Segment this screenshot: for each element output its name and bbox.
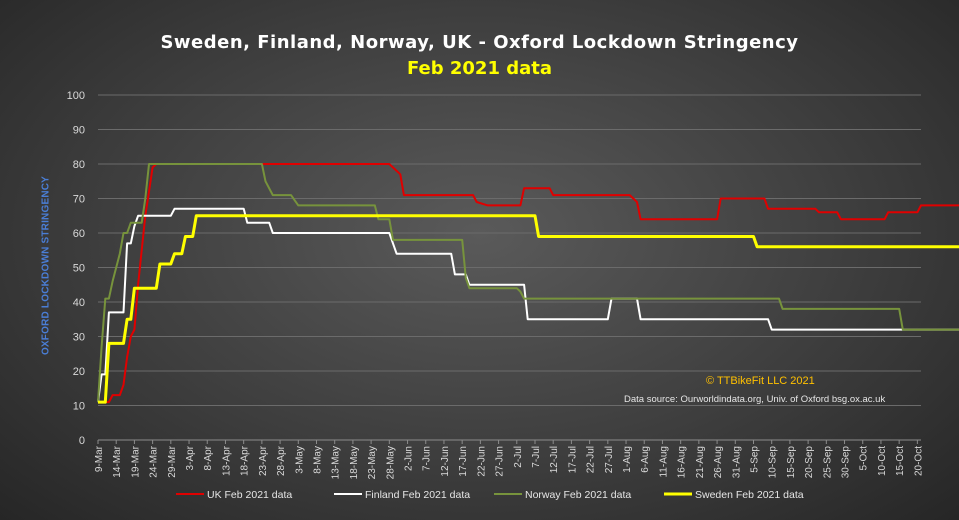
y-tick-label: 80 <box>73 159 85 171</box>
series-line-finland <box>97 207 959 403</box>
x-tick-label: 15-Sep <box>786 446 797 479</box>
x-tick-label: 3-May <box>294 446 305 474</box>
x-tick-label: 23-Apr <box>258 445 269 476</box>
x-tick-label: 15-Oct <box>895 446 906 476</box>
y-tick-label: 20 <box>73 366 85 378</box>
credit-text: © TTBikeFit LLC 2021 <box>706 375 815 387</box>
x-tick-label: 7-Jul <box>531 446 542 468</box>
y-tick-label: 100 <box>67 90 85 102</box>
legend-label: Finland Feb 2021 data <box>365 489 470 501</box>
legend: UK Feb 2021 data Finland Feb 2021 data Nor… <box>176 489 804 501</box>
x-tick-label: 20-Oct <box>913 446 924 476</box>
x-tick-label: 28-Apr <box>276 445 287 476</box>
x-tick-label: 3-Apr <box>185 445 196 470</box>
x-tick-label: 13-Apr <box>221 445 232 476</box>
x-tick-label: 5-Sep <box>749 446 760 473</box>
x-tick-label: 26-Aug <box>713 446 724 478</box>
x-tick-label: 28-May <box>385 446 396 479</box>
series-lines <box>97 163 959 404</box>
x-tick-label: 20-Sep <box>804 446 815 479</box>
x-tick-label: 14-Mar <box>112 445 123 477</box>
x-tick-label: 10-Sep <box>768 446 779 479</box>
x-tick-label: 23-May <box>367 446 378 479</box>
x-tick-label: 6-Aug <box>640 446 651 473</box>
x-tick-label: 17-Jun <box>458 446 469 477</box>
y-axis-ticks: 0 10 20 30 40 50 60 70 80 90 100 <box>67 90 85 447</box>
x-tick-label: 12-Jun <box>440 446 451 477</box>
chart-subtitle: Feb 2021 data <box>406 58 553 79</box>
y-tick-label: 0 <box>79 435 85 447</box>
x-tick-label: 8-May <box>312 446 323 474</box>
series-line-sweden <box>98 214 959 404</box>
y-tick-label: 70 <box>73 194 85 206</box>
legend-label: Norway Feb 2021 data <box>525 489 631 501</box>
chart-title: Sweden, Finland, Norway, UK - Oxford Loc… <box>160 32 799 53</box>
x-tick-label: 22-Jul <box>586 446 597 473</box>
x-tick-label: 17-Jul <box>567 446 578 473</box>
x-tick-label: 1-Aug <box>622 446 633 473</box>
x-tick-label: 31-Aug <box>731 446 742 478</box>
x-tick-label: 27-Jul <box>604 446 615 473</box>
x-axis-ticks: 9-Mar 14-Mar 19-Mar 24-Mar 29-Mar 3-Apr 8-Apr 1… <box>94 440 924 479</box>
x-tick-label: 16-Aug <box>677 446 688 478</box>
legend-label: UK Feb 2021 data <box>207 489 292 501</box>
x-tick-label: 13-May <box>331 446 342 479</box>
x-tick-label: 25-Sep <box>822 446 833 479</box>
x-tick-label: 5-Oct <box>859 446 870 471</box>
x-tick-label: 29-Mar <box>167 445 178 477</box>
x-tick-label: 19-Mar <box>130 445 141 477</box>
x-tick-label: 18-May <box>349 446 360 479</box>
x-tick-label: 24-Mar <box>149 445 160 477</box>
grid-lines <box>98 94 921 441</box>
x-tick-label: 2-Jul <box>513 446 524 468</box>
legend-label: Sweden Feb 2021 data <box>695 489 804 501</box>
x-tick-label: 2-Jun <box>404 446 415 471</box>
x-tick-label: 12-Jul <box>549 446 560 473</box>
x-tick-label: 9-Mar <box>94 445 105 472</box>
series-line-norway <box>97 163 959 403</box>
y-tick-label: 90 <box>73 125 85 137</box>
x-tick-label: 27-Jun <box>495 446 506 477</box>
source-text: Data source: Ourworldindata.org, Univ. o… <box>624 394 886 405</box>
x-tick-label: 8-Apr <box>203 445 214 470</box>
y-tick-label: 10 <box>73 401 85 413</box>
x-tick-label: 18-Apr <box>240 445 251 476</box>
series-line-uk <box>98 163 959 404</box>
y-tick-label: 40 <box>73 297 85 309</box>
x-tick-label: 11-Aug <box>658 446 669 478</box>
x-tick-label: 30-Sep <box>841 446 852 479</box>
x-tick-label: 21-Aug <box>695 446 706 478</box>
y-tick-label: 50 <box>73 263 85 275</box>
y-tick-label: 60 <box>73 228 85 240</box>
x-tick-label: 10-Oct <box>877 446 888 476</box>
y-tick-label: 30 <box>73 332 85 344</box>
x-tick-label: 22-Jun <box>476 446 487 477</box>
x-tick-label: 7-Jun <box>422 446 433 471</box>
